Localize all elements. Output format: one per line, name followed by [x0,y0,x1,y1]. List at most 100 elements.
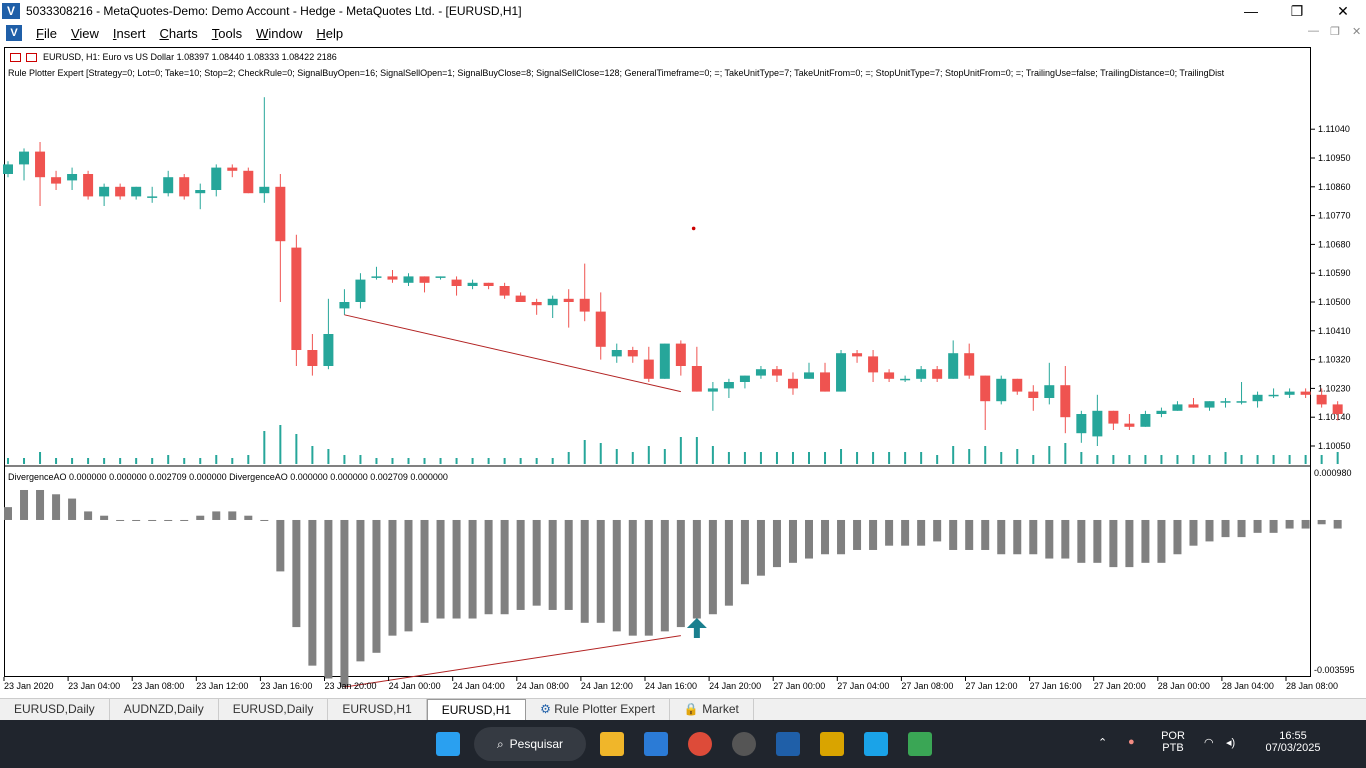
ao-bar [1109,519,1118,568]
menu-window[interactable]: Window [256,25,303,41]
chart-properties-icon[interactable] [10,53,21,63]
time-axis-label: 23 Jan 08:00 [132,681,184,691]
chart-canvas[interactable]: 1.11040 1.10950 1.10860 1.10770 1.10680 1.105… [0,0,1366,700]
ao-bar [1013,519,1022,555]
ao-bar [805,519,813,559]
tab-audnzd-daily[interactable]: AUDNZD,Daily [110,699,219,720]
language-code: POR [1161,730,1185,742]
candle-body [211,167,222,190]
tab-eurusd-h1-1[interactable]: EURUSD,H1 [328,699,427,720]
store-icon[interactable] [644,732,668,756]
ao-bar [885,519,894,546]
ao-bar [276,519,285,572]
candle-body [691,366,702,392]
tab-market[interactable]: 🔒 Market [670,699,754,720]
menu-help[interactable]: Help [316,25,344,41]
volume-icon[interactable]: ◂) [1226,737,1236,749]
candle-body [1028,391,1039,398]
candle-body [916,369,927,379]
price-axis-label: 1.10770 [1318,211,1351,221]
expert-icon: ⚙ [540,702,555,716]
metatrader-icon[interactable] [776,732,800,756]
ao-bar [356,519,365,662]
ao-bar [997,519,1006,555]
app-icon-2[interactable] [864,732,888,756]
ao-bar [196,515,205,520]
tab-label: Rule Plotter Expert [554,702,655,716]
microphone-icon[interactable]: ● [1128,736,1135,748]
search-label: Pesquisar [509,737,564,751]
chart-config-icon[interactable] [25,53,37,63]
time-axis-label: 27 Jan 08:00 [901,681,953,691]
candle-body [1044,385,1055,398]
candle-body [611,350,622,357]
ao-bar [1301,519,1310,529]
candle-body [195,190,206,194]
ao-bar [308,519,317,666]
ao-bar [4,507,12,520]
mdi-restore-button[interactable]: ❐ [1330,26,1340,38]
git-icon[interactable] [908,732,932,756]
ao-bar [164,519,173,521]
candle-body [948,353,959,379]
minimize-button[interactable]: — [1244,3,1258,19]
ao-bar [901,519,910,546]
price-axis-label: 1.10500 [1318,297,1351,307]
windows-start-icon[interactable] [436,732,460,756]
price-axis-label: 1.10050 [1318,441,1351,451]
ao-bar [1189,519,1198,546]
mdi-close-button[interactable]: ✕ [1352,26,1362,38]
sublime-icon[interactable] [820,732,844,756]
candle-body [852,353,863,357]
file-explorer-icon[interactable] [600,732,624,756]
menu-view[interactable]: View [70,25,99,41]
chevron-up-icon[interactable]: ⌃ [1098,737,1108,749]
candle-body [307,350,318,366]
mdi-minimize-button[interactable]: — [1308,25,1319,37]
candle-body [483,282,494,286]
tab-eurusd-daily-1[interactable]: EURUSD,Daily [0,699,110,720]
ao-bar [532,519,541,606]
candle-body [739,375,750,382]
price-axis-label: 1.10950 [1318,153,1351,163]
wifi-icon[interactable]: ◠ [1204,737,1214,749]
menu-charts[interactable]: Charts [159,25,198,41]
ao-bar [388,519,397,636]
tab-rule-plotter-expert[interactable]: ⚙ Rule Plotter Expert [526,699,670,720]
ao-bar [292,519,301,628]
chart-window[interactable] [4,47,1311,677]
candle-body [996,378,1007,402]
ao-bar [1253,519,1262,533]
app-icon[interactable] [732,732,756,756]
tab-eurusd-h1-active[interactable]: EURUSD,H1 [426,699,527,720]
language-indicator[interactable]: POR PTB [1158,730,1188,754]
candle-body [355,279,366,302]
time-axis-label: 24 Jan 04:00 [453,681,505,691]
search-button[interactable]: ⌕ Pesquisar [474,727,586,761]
menu-file[interactable]: File [36,25,57,41]
title-bar: V 5033308216 - MetaQuotes-Demo: Demo Acc… [0,0,1366,22]
candle-body [595,311,606,347]
restore-button[interactable]: ❐ [1290,3,1304,19]
candle-body [83,174,94,197]
ao-bar [724,519,733,606]
tab-eurusd-daily-2[interactable]: EURUSD,Daily [219,699,329,720]
candle-body [1236,401,1247,403]
close-button[interactable]: ✕ [1337,3,1349,19]
menu-insert[interactable]: Insert [112,25,146,41]
divergence-line-price [344,314,681,393]
price-axis-label: 1.10140 [1318,412,1351,422]
ao-bar [420,519,429,623]
app-logo-icon: V [2,3,20,19]
candle-body [804,372,814,379]
chrome-icon[interactable] [688,732,712,756]
time-axis-label: 28 Jan 00:00 [1158,681,1210,691]
menu-tools[interactable]: Tools [211,25,243,41]
candle-body [3,164,13,174]
time-axis-label: 24 Jan 00:00 [389,681,441,691]
candle-body [243,170,254,194]
clock[interactable]: 16:55 07/03/2025 [1258,730,1328,754]
ao-bar [1077,519,1086,563]
candle-body [547,298,558,306]
candle-body [579,298,590,312]
